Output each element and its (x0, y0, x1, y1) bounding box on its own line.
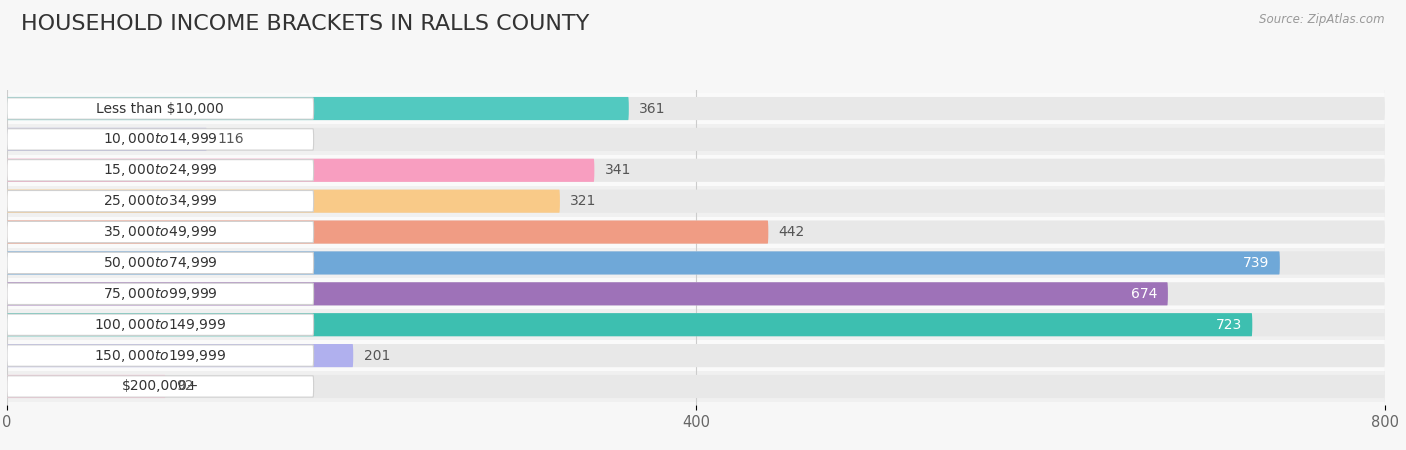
Text: $75,000 to $99,999: $75,000 to $99,999 (103, 286, 218, 302)
FancyBboxPatch shape (7, 340, 1385, 371)
Text: $15,000 to $24,999: $15,000 to $24,999 (103, 162, 218, 178)
FancyBboxPatch shape (7, 155, 1385, 186)
FancyBboxPatch shape (7, 128, 207, 151)
FancyBboxPatch shape (7, 344, 1385, 367)
Text: $150,000 to $199,999: $150,000 to $199,999 (94, 347, 226, 364)
FancyBboxPatch shape (7, 371, 1385, 402)
FancyBboxPatch shape (7, 344, 353, 367)
Text: Source: ZipAtlas.com: Source: ZipAtlas.com (1260, 14, 1385, 27)
FancyBboxPatch shape (7, 309, 1385, 340)
FancyBboxPatch shape (7, 93, 1385, 124)
FancyBboxPatch shape (7, 189, 560, 213)
Text: 321: 321 (571, 194, 596, 208)
Text: $10,000 to $14,999: $10,000 to $14,999 (103, 131, 218, 148)
FancyBboxPatch shape (7, 248, 1385, 279)
FancyBboxPatch shape (7, 375, 1385, 398)
FancyBboxPatch shape (7, 189, 1385, 213)
Text: 361: 361 (640, 102, 665, 116)
Text: 116: 116 (217, 132, 243, 146)
FancyBboxPatch shape (7, 129, 314, 150)
Text: $35,000 to $49,999: $35,000 to $49,999 (103, 224, 218, 240)
FancyBboxPatch shape (7, 220, 1385, 243)
Text: $25,000 to $34,999: $25,000 to $34,999 (103, 193, 218, 209)
FancyBboxPatch shape (7, 313, 1253, 336)
Text: 341: 341 (605, 163, 631, 177)
FancyBboxPatch shape (7, 252, 1279, 274)
FancyBboxPatch shape (7, 313, 1385, 336)
Text: $200,000+: $200,000+ (122, 379, 200, 393)
FancyBboxPatch shape (7, 252, 1385, 274)
FancyBboxPatch shape (7, 97, 628, 120)
Text: 674: 674 (1132, 287, 1157, 301)
FancyBboxPatch shape (7, 98, 314, 119)
FancyBboxPatch shape (7, 283, 314, 305)
FancyBboxPatch shape (7, 375, 166, 398)
FancyBboxPatch shape (7, 252, 314, 274)
FancyBboxPatch shape (7, 314, 314, 335)
Text: 92: 92 (176, 379, 194, 393)
Text: 723: 723 (1216, 318, 1241, 332)
FancyBboxPatch shape (7, 124, 1385, 155)
FancyBboxPatch shape (7, 345, 314, 366)
Text: 201: 201 (364, 349, 389, 363)
FancyBboxPatch shape (7, 221, 314, 243)
FancyBboxPatch shape (7, 279, 1385, 309)
Text: HOUSEHOLD INCOME BRACKETS IN RALLS COUNTY: HOUSEHOLD INCOME BRACKETS IN RALLS COUNT… (21, 14, 589, 33)
FancyBboxPatch shape (7, 160, 314, 181)
Text: 442: 442 (779, 225, 804, 239)
FancyBboxPatch shape (7, 186, 1385, 216)
FancyBboxPatch shape (7, 190, 314, 212)
FancyBboxPatch shape (7, 97, 1385, 120)
Text: 739: 739 (1243, 256, 1270, 270)
Text: $100,000 to $149,999: $100,000 to $149,999 (94, 317, 226, 333)
FancyBboxPatch shape (7, 220, 768, 243)
FancyBboxPatch shape (7, 128, 1385, 151)
FancyBboxPatch shape (7, 159, 595, 182)
Text: Less than $10,000: Less than $10,000 (97, 102, 224, 116)
FancyBboxPatch shape (7, 282, 1385, 306)
FancyBboxPatch shape (7, 159, 1385, 182)
FancyBboxPatch shape (7, 282, 1168, 306)
FancyBboxPatch shape (7, 216, 1385, 248)
FancyBboxPatch shape (7, 376, 314, 397)
Text: $50,000 to $74,999: $50,000 to $74,999 (103, 255, 218, 271)
